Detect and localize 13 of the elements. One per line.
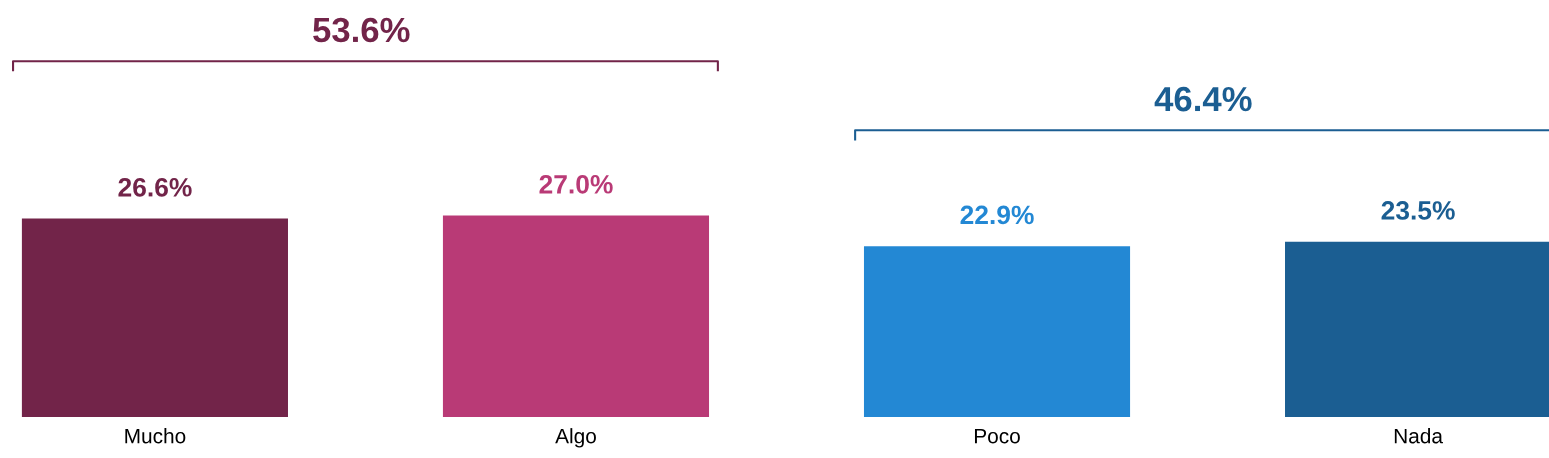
data-label: 23.5% — [1381, 201, 1455, 220]
data-label: 27.0% — [539, 174, 613, 194]
x-tick-label: Algo — [555, 428, 596, 448]
bar — [863, 246, 1131, 417]
x-tick-label: Poco — [974, 428, 1020, 444]
bar — [442, 215, 710, 417]
x-tick-label: Nada — [1394, 428, 1443, 444]
x-tick-label: Mucho — [125, 428, 186, 444]
data-label: 22.9% — [960, 205, 1034, 225]
data-label: 26.6% — [118, 177, 192, 197]
bar — [21, 218, 288, 417]
text: 46.4% — [1154, 86, 1252, 112]
text: 53.6% — [313, 17, 410, 43]
